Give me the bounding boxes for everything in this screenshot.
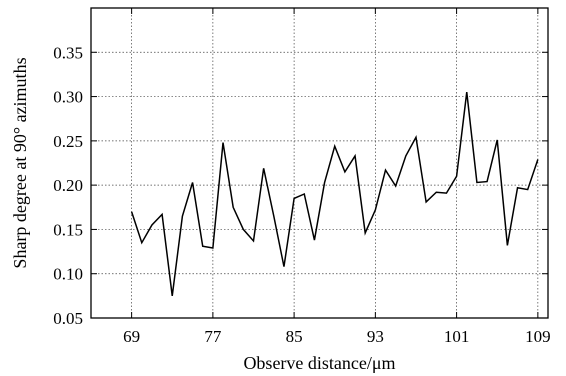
x-tick-label: 93 (367, 327, 384, 346)
y-tick-label: 0.30 (53, 88, 83, 107)
x-axis-title: Observe distance/μm (243, 353, 395, 373)
x-tick-label: 77 (204, 327, 222, 346)
y-tick-label: 0.20 (53, 176, 83, 195)
y-tick-label: 0.10 (53, 265, 83, 284)
y-axis-ticks: 0.05 0.10 0.15 0.20 0.25 0.30 0.35 (53, 43, 548, 328)
y-tick-label: 0.25 (53, 132, 83, 151)
x-tick-label: 101 (444, 327, 470, 346)
y-tick-label: 0.15 (53, 220, 83, 239)
x-tick-label: 109 (525, 327, 551, 346)
plot-frame (90, 7, 549, 319)
x-tick-label: 85 (286, 327, 303, 346)
y-tick-label: 0.05 (53, 309, 83, 328)
series-lines (130, 92, 539, 296)
series-line (130, 92, 539, 296)
y-tick-label: 0.35 (53, 43, 83, 62)
grid-lines (91, 8, 548, 318)
x-tick-label: 69 (123, 327, 140, 346)
y-axis-title: Sharp degree at 90° azimuths (10, 57, 30, 268)
x-axis-ticks: 69 77 85 93 101 109 (123, 8, 551, 346)
